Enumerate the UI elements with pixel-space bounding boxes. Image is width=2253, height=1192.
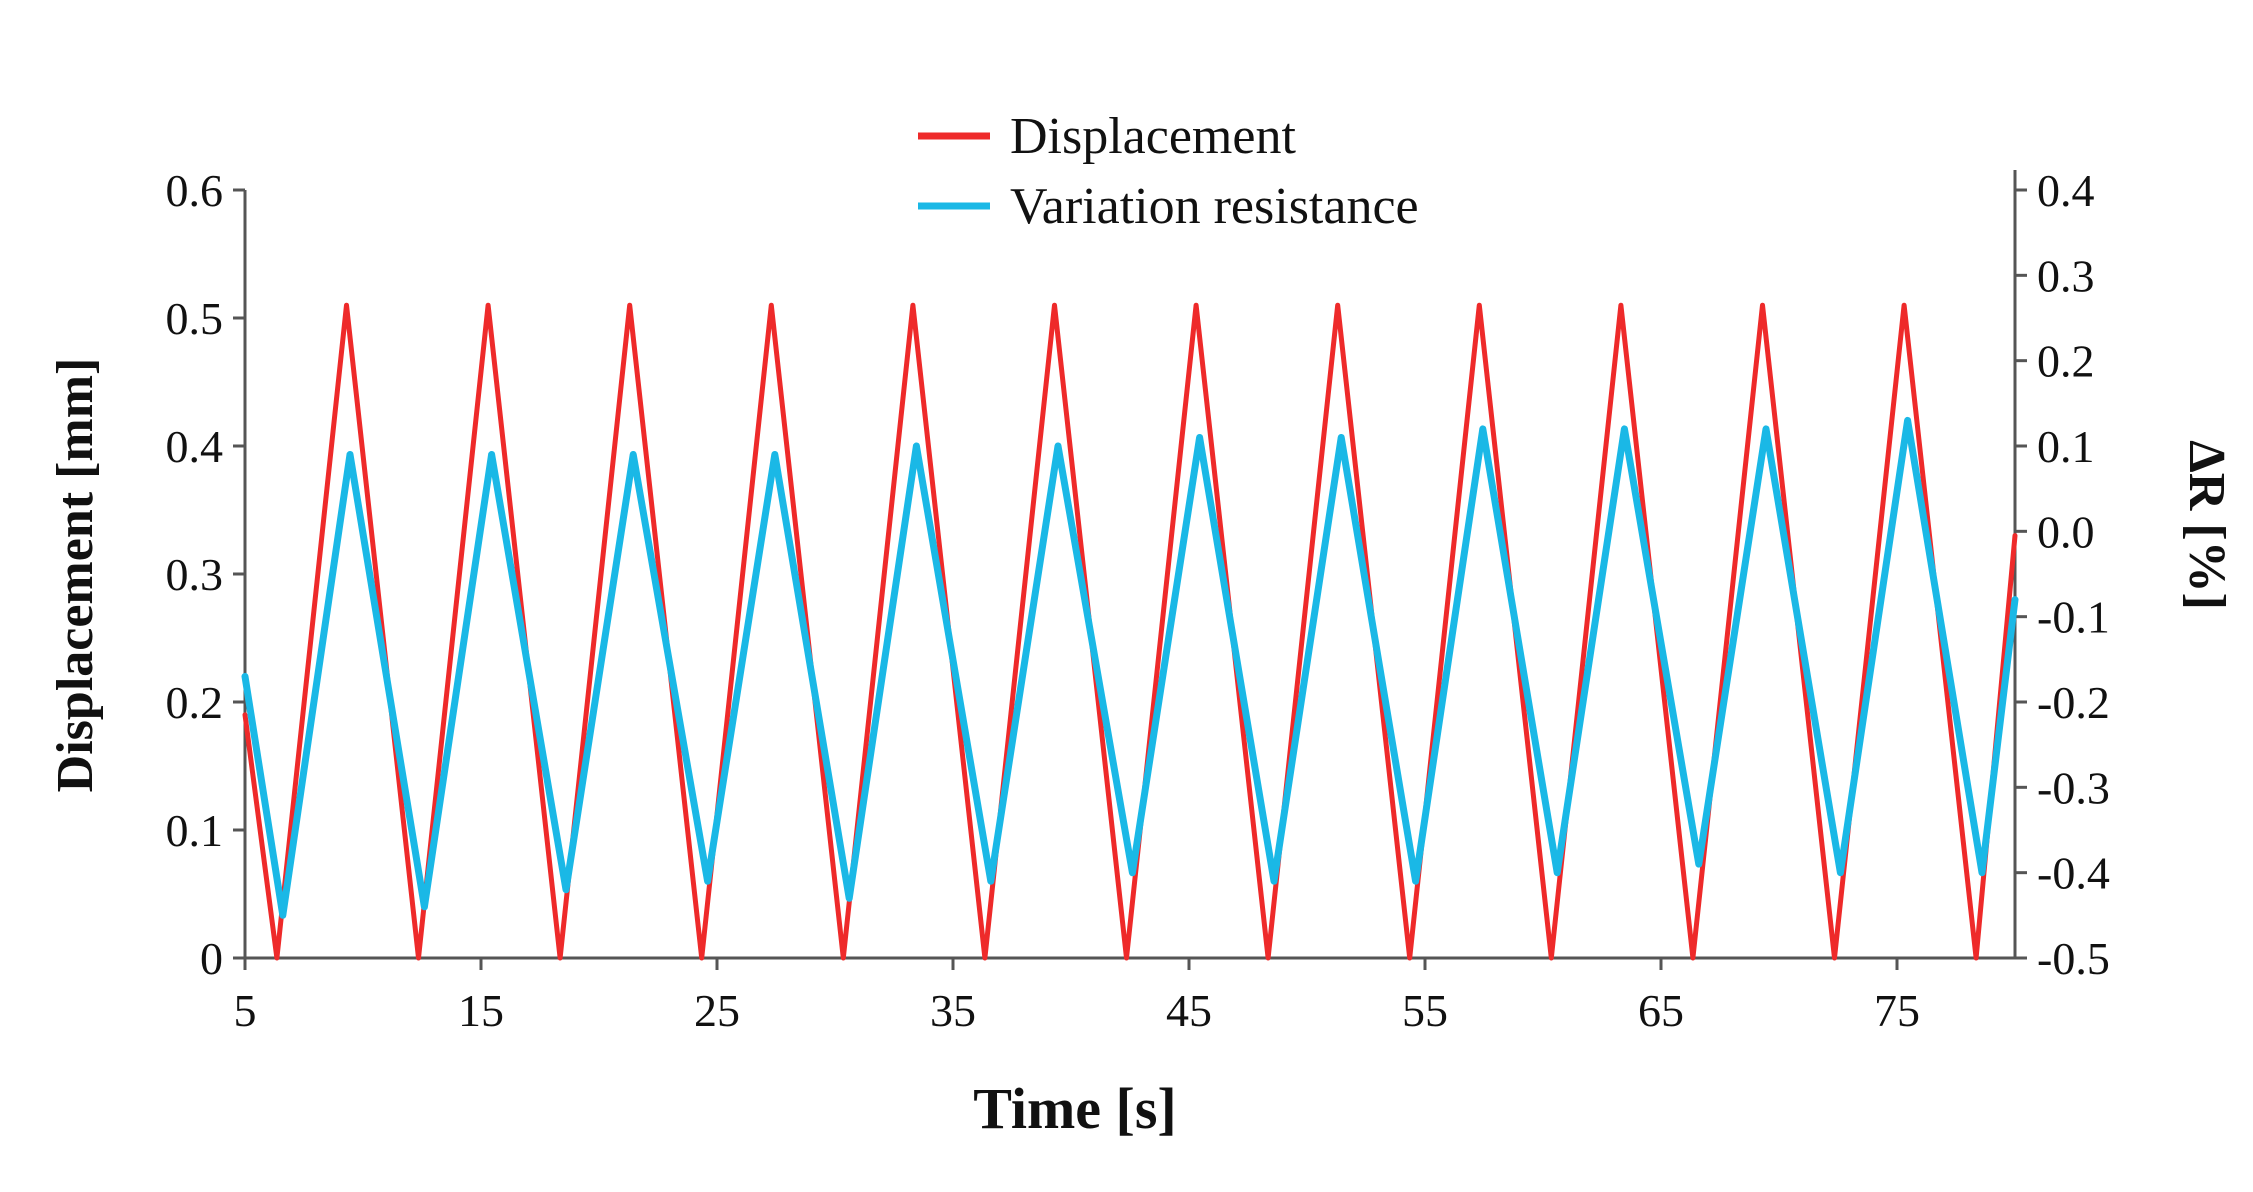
right-y-tick-label: -0.3 [2037, 762, 2110, 813]
legend: Displacement Variation resistance [918, 108, 1419, 235]
legend-label-displacement: Displacement [1010, 108, 1296, 165]
series-layer [241, 302, 2019, 961]
right-y-tick-label: 0.2 [2037, 336, 2095, 387]
right-y-tick-label: -0.4 [2037, 848, 2110, 899]
x-tick-label: 75 [1874, 985, 1920, 1036]
series-line-displacement [242, 302, 2018, 961]
right-y-tick-label: -0.2 [2037, 677, 2110, 728]
left-y-axis-label: Displacement [mm] [47, 358, 104, 793]
left-y-tick-label: 0.2 [166, 677, 224, 728]
right-y-tick-label: 0.4 [2037, 165, 2095, 216]
x-tick-label: 55 [1402, 985, 1448, 1036]
left-y-tick-label: 0.5 [166, 293, 224, 344]
right-y-tick-label: 0.3 [2037, 250, 2095, 301]
right-y-ticks: -0.5 -0.4 -0.3 -0.2 -0.1 0.0 0.1 0.2 0.3 0.4 [2015, 165, 2110, 984]
right-y-tick-label: -0.5 [2037, 933, 2110, 984]
legend-label-variation-resistance: Variation resistance [1010, 178, 1419, 235]
x-tick-label: 65 [1638, 985, 1684, 1036]
x-tick-label: 45 [1166, 985, 1212, 1036]
x-ticks: 5 15 25 35 45 55 65 75 [234, 958, 1920, 1036]
right-y-tick-label: -0.1 [2037, 592, 2110, 643]
right-y-axis-label: ΔR [%] [2178, 440, 2235, 610]
x-tick-label: 15 [458, 985, 504, 1036]
x-axis-label: Time [s] [973, 1076, 1177, 1141]
x-tick-label: 25 [694, 985, 740, 1036]
left-y-tick-label: 0 [200, 933, 223, 984]
x-tick-label: 35 [930, 985, 976, 1036]
left-y-tick-label: 0.4 [166, 421, 224, 472]
left-y-ticks: 0 0.1 0.2 0.3 0.4 0.5 0.6 [166, 165, 245, 984]
right-y-tick-label: 0.0 [2037, 506, 2095, 557]
left-y-tick-label: 0.6 [166, 165, 224, 216]
series-line-variation-resistance [241, 416, 2019, 919]
left-y-tick-label: 0.3 [166, 549, 224, 600]
x-tick-label: 5 [234, 985, 257, 1036]
right-y-tick-label: 0.1 [2037, 421, 2095, 472]
left-y-tick-label: 0.1 [166, 805, 224, 856]
